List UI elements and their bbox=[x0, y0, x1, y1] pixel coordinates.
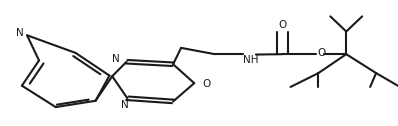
Text: O: O bbox=[317, 48, 326, 58]
Text: NH: NH bbox=[243, 55, 258, 65]
Text: O: O bbox=[202, 79, 210, 89]
Text: N: N bbox=[16, 28, 24, 38]
Text: N: N bbox=[121, 100, 129, 110]
Text: N: N bbox=[112, 54, 120, 64]
Text: O: O bbox=[279, 20, 287, 30]
